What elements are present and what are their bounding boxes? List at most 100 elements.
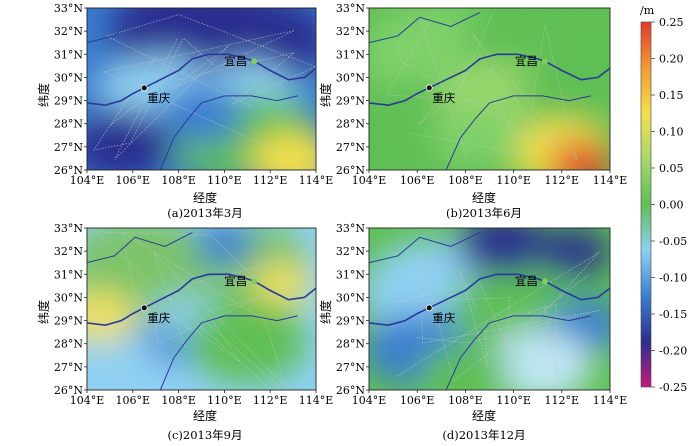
x-tick-label: 112°E [545,174,580,187]
river [445,315,591,390]
river [445,95,591,170]
y-tick-label: 26°N [54,384,83,397]
province-boundary [158,255,310,387]
field-patch [187,298,308,384]
x-tick-label: 106°E [116,174,151,187]
river [159,315,298,390]
field-patch [420,343,511,390]
panel-caption: (d)2013年12月 [442,428,525,442]
y-tick-label: 29°N [336,95,365,108]
map-field: 重庆 宜昌 [368,7,611,171]
colorbar-tick-label: -0.05 [659,235,687,248]
yticks: 33°N 32°N 31°N 30°N 29°N 28°N 27°N 26°N [336,222,369,397]
province-boundary [102,30,295,160]
colorbar-tick-label: -0.15 [659,308,687,321]
x-tick-label: 106°E [116,394,151,407]
city-marker [425,304,433,312]
x-tick-label: 114°E [593,174,628,187]
city-marker [140,84,148,92]
x-tick-label: 114°E [299,394,334,407]
panel-caption: (b)2013年6月 [446,206,522,220]
y-tick-label: 27°N [54,361,83,374]
x-tick-label: 110°E [207,174,242,187]
y-tick-label: 33°N [54,2,83,15]
x-tick-label: 110°E [496,394,531,407]
x-tick-label: 108°E [448,394,483,407]
y-tick-label: 32°N [54,25,83,38]
x-tick-label: 114°E [299,174,334,187]
colorbar: /m 0.25 0.20 0.15 0.10 0.05 0.00 -0.05 -0.10 -0.… [640,4,687,394]
y-tick-label: 30°N [336,71,365,84]
field-patch [456,228,547,275]
panel-c: 重庆 宜昌 33°N 32°N 31°N 30°N 29°N 28°N 27°N 26°N 10… [36,222,334,442]
yticks: 33°N 32°N 31°N 30°N 29°N 28°N 27°N 26°N [54,2,87,177]
field-patch [537,228,610,277]
xticks: 104°E 106°E 108°E 110°E 112°E 114°E [70,170,334,187]
y-tick-label: 33°N [336,2,365,15]
x-axis-label: 经度 [472,408,496,423]
x-axis-label: 经度 [193,408,217,423]
field-patch [193,228,256,267]
y-tick-label: 27°N [54,141,83,154]
map-field: 重庆 宜昌 [86,227,317,391]
colorbar-bar [640,21,652,388]
field-patch [87,109,173,170]
city-marker [541,58,548,65]
panel-b: 重庆 宜昌 33°N 32°N 31°N 30°N 29°N 28°N 27°N 26°N 10… [318,2,628,220]
xticks: 104°E 106°E 108°E 110°E 112°E 114°E [352,390,628,407]
river [87,53,316,107]
x-tick-label: 108°E [161,174,196,187]
y-tick-label: 31°N [54,268,83,281]
province-boundary [394,251,600,377]
city-label: 宜昌 [224,54,247,68]
y-axis-label: 纬度 [36,300,51,324]
city-label: 宜昌 [515,54,538,68]
field-patch [548,141,610,170]
y-tick-label: 26°N [54,164,83,177]
map-frame [368,227,611,391]
x-tick-label: 112°E [253,394,288,407]
y-tick-label: 33°N [336,222,365,235]
river [87,12,193,44]
city-label: 宜昌 [224,274,247,288]
river [369,273,610,327]
city-marker [251,58,258,65]
y-tick-label: 32°N [336,25,365,38]
city-marker [541,278,548,285]
field-patch [432,107,523,168]
y-tick-label: 30°N [54,291,83,304]
y-axis-label: 纬度 [318,300,333,324]
river [87,232,193,264]
yticks: 33°N 32°N 31°N 30°N 29°N 28°N 27°N 26°N [336,2,369,177]
colorbar-tick-label: -0.20 [659,345,687,358]
city-label: 重庆 [432,91,455,105]
xticks: 104°E 106°E 108°E 110°E 112°E 114°E [70,390,334,407]
colorbar-tick-label: 0.20 [659,53,684,66]
river [369,53,610,107]
y-tick-label: 29°N [54,315,83,328]
field-patch [483,329,592,390]
river [159,95,298,170]
y-tick-label: 33°N [54,222,83,235]
yticks: 33°N 32°N 31°N 30°N 29°N 28°N 27°N 26°N [54,222,87,397]
colorbar-tick-label: 0.15 [659,89,684,102]
city-marker [425,84,433,92]
y-tick-label: 31°N [336,268,365,281]
x-tick-label: 108°E [448,174,483,187]
province-boundary [121,231,286,387]
city-marker [251,278,258,285]
y-tick-label: 28°N [336,118,365,131]
x-axis-label: 经度 [472,190,496,205]
colorbar-unit: /m [640,4,655,17]
x-tick-label: 114°E [593,394,628,407]
x-tick-label: 104°E [70,394,105,407]
province-boundary [459,269,557,376]
x-tick-label: 110°E [207,394,242,407]
map-field: 重庆 宜昌 [368,227,611,391]
x-tick-label: 104°E [352,394,387,407]
y-axis-label: 纬度 [36,83,51,107]
map-frame [86,227,317,391]
x-tick-label: 104°E [70,174,105,187]
colorbar-tick-label: 0.05 [659,162,684,175]
x-tick-label: 104°E [352,174,387,187]
